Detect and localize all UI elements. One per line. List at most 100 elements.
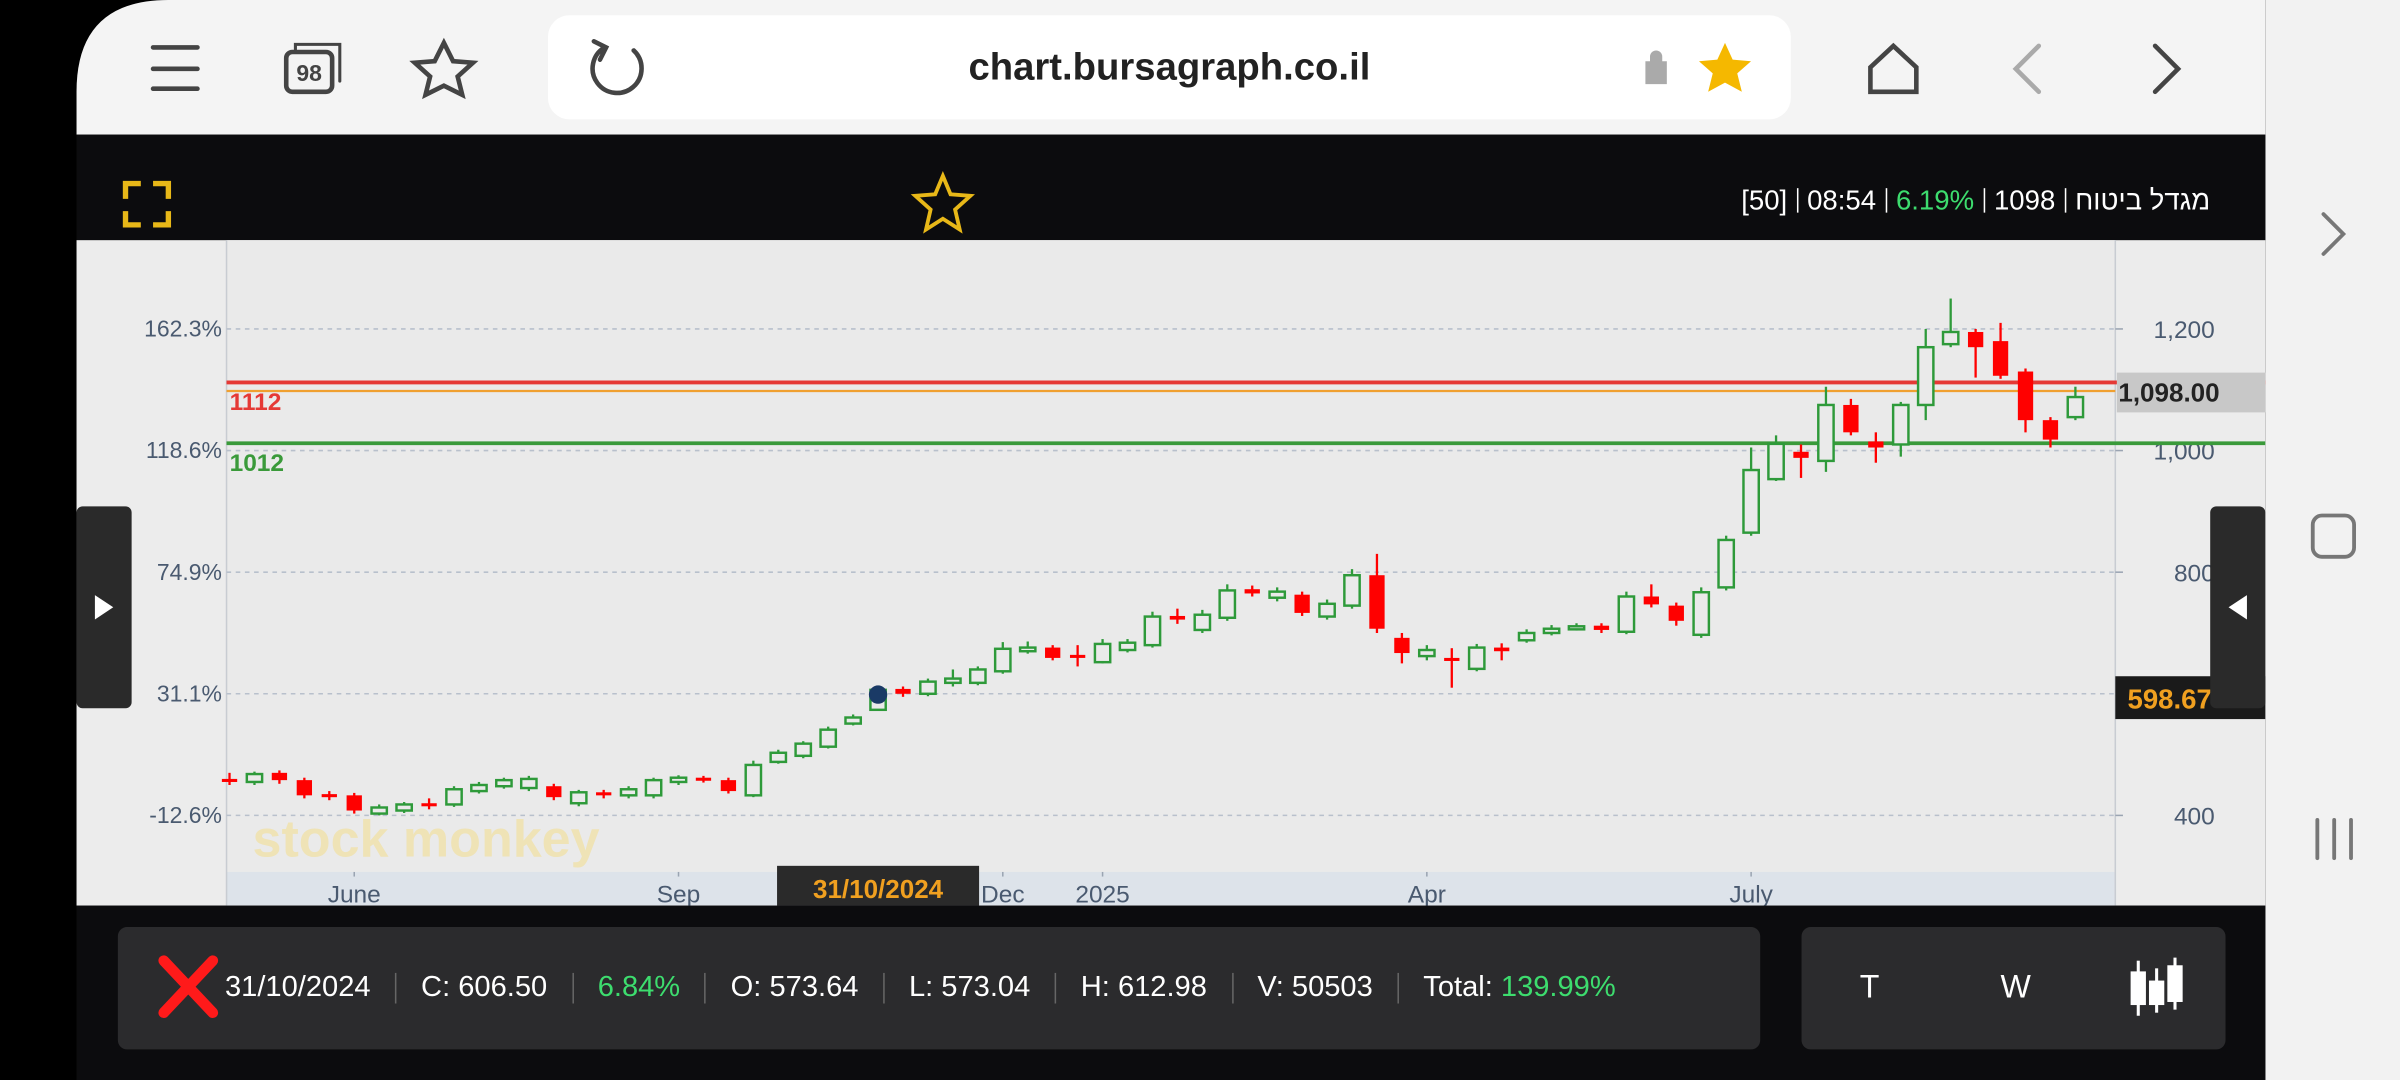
y-tick-label: -12.6% [149,802,222,828]
toolbar-button[interactable]: T [1859,969,1880,1006]
left-tab-arrow [94,595,114,620]
candle-body [1717,538,1736,589]
candles-icon[interactable] [2130,957,2183,1016]
candle-body [1294,594,1310,613]
bookmarks-icon[interactable] [409,37,479,100]
candle-body [1169,615,1186,620]
symbol-header: מגדל ביטוח 1098 6.19% 08:54 [50] [1732,177,2219,223]
back-icon[interactable] [2012,43,2042,95]
candle-body [569,791,588,805]
info-value: 573.64 [769,971,859,1004]
candle-body [919,680,937,696]
candle-body [1218,589,1237,620]
info-bar: 31/10/2024 C: 606.50 6.84% O: 573.64 L: … [118,927,1760,1049]
symbol-change: 6.19% [1885,187,1983,214]
y-tick-label: 31.1% [157,680,222,706]
candle-body [644,778,663,797]
symbol-price: 1098 [1983,187,2064,214]
candle-body [1318,602,1336,618]
forward-icon[interactable] [2152,43,2182,95]
info-value: 606.50 [458,971,548,1004]
reload-icon[interactable] [590,39,644,96]
candle-body [695,777,712,781]
candle-body [1018,646,1037,653]
candle-body [1343,573,1361,607]
info-value: 573.04 [941,971,1031,1004]
info-label: H: [1080,971,1110,1004]
candle-body [1843,404,1859,433]
info-label: C: [421,971,451,1004]
candle-body [1941,330,1960,346]
info-high: H: 612.98 [1054,971,1232,1004]
candle-body [1417,648,1436,658]
url-field[interactable] [547,15,1791,120]
info-open: O: 573.64 [704,971,883,1004]
x-tick-label: Apr [1408,882,1446,909]
candle-body [1617,595,1636,633]
x-tick-label: Dec [981,882,1025,909]
level-label: 1012 [230,450,284,477]
tabs-icon[interactable] [283,49,335,95]
last-price-label: 1,098.00 [2118,378,2219,408]
candle-body [1369,575,1385,629]
right-tab-arrow [2228,595,2247,620]
candle-body [1494,647,1510,652]
info-label: Total: [1423,971,1493,1004]
nav-home[interactable] [2310,513,2356,559]
candle-body [1793,451,1809,458]
candle-body [1244,589,1260,594]
info-total: Total: 139.99% [1397,971,1640,1004]
plot-area [226,240,2116,872]
lock-icon [1645,50,1667,85]
candle-body [1567,625,1586,631]
url[interactable]: chart.bursagraph.co.il [968,45,1371,88]
crosshair-date-box [777,865,980,906]
candle-body [296,780,313,796]
candle-body [1992,341,2009,376]
candle-body [245,772,264,784]
favorite-star[interactable] [910,170,976,234]
nav-recents[interactable] [2315,818,2353,861]
y2-tick-label: 400 [2174,804,2215,831]
info-low: L: 573.04 [882,971,1055,1004]
candle-body [1692,591,1711,637]
candle-body [968,668,987,685]
candle-body [1193,613,1212,632]
candle-body [546,786,562,798]
nav-chevron[interactable] [2321,212,2347,256]
x-tick-label: June [328,882,381,909]
candle-body [1542,627,1561,635]
candle-body [895,688,911,694]
symbol-name: מגדל ביטוח [2064,187,2219,214]
y-tick-label: 118.6% [146,437,222,463]
bookmark-star[interactable] [1698,42,1752,92]
candle-body [495,778,513,788]
x-tick-label: 2025 [1075,882,1129,909]
menu-icon[interactable] [150,45,200,92]
home-icon[interactable] [1868,42,1919,95]
candle-body [844,716,863,725]
candle-body [819,728,838,748]
candle-body [2017,371,2034,421]
candle-body [619,788,638,797]
candle-body [1643,596,1659,605]
crosshair-marker [868,685,888,704]
candle-body [944,677,962,685]
x-tick-label: Sep [657,882,701,909]
x-axis-band [226,871,2116,906]
candle-body [1394,637,1410,654]
toolbar-button[interactable]: W [2000,969,2031,1006]
crosshair-price: 598.67 [2128,683,2212,714]
candle-body [769,751,788,764]
candle-body [370,806,389,815]
candle-body [395,803,414,812]
candle-body [321,794,337,798]
tabs-icon-back [293,42,342,83]
close-icon[interactable] [158,955,219,1019]
info-label: L: [908,971,934,1004]
fullscreen-icon[interactable] [122,180,172,228]
candle-body [221,778,238,782]
